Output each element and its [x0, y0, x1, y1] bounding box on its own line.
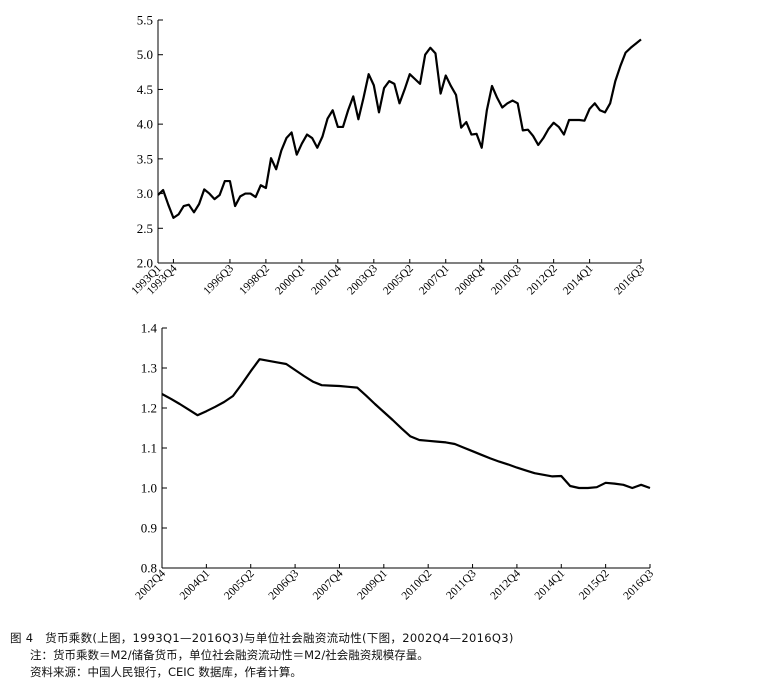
bottom-x-tick-label: 2016Q3	[621, 567, 656, 602]
bottom-y-tick-label: 1.1	[141, 441, 157, 456]
bottom-y-tick-label: 0.9	[141, 521, 157, 536]
top-y-tick-label: 3.0	[137, 186, 153, 201]
top-series-line	[157, 38, 642, 219]
bottom-y-tick-label: 1.4	[141, 321, 158, 336]
top-x-tick-label: 1996Q3	[201, 262, 236, 297]
top-x-tick-label: 2007Q1	[417, 262, 452, 297]
bottom-x-tick-label: 2014Q1	[533, 567, 568, 602]
bottom-series-line	[161, 358, 651, 490]
caption-source: 资料来源：中国人民银行，CEIC 数据库，作者计算。	[30, 665, 302, 679]
top-x-tick-label: 2008Q4	[453, 262, 488, 297]
top-y-tick-label: 4.0	[137, 117, 153, 132]
figure-caption: 图 4 货币乘数(上图，1993Q1—2016Q3)与单位社会融资流动性(下图，…	[10, 630, 765, 681]
top-y-tick-label: 3.5	[137, 151, 153, 166]
top-x-tick-label: 2001Q4	[309, 262, 344, 297]
top-x-tick-label: 2014Q1	[561, 262, 596, 297]
top-x-tick-label: 2012Q2	[525, 262, 560, 297]
bottom-x-tick-label: 2009Q1	[355, 567, 390, 602]
bottom-y-tick-label: 0.8	[141, 561, 157, 576]
bottom-y-tick-label: 1.3	[141, 361, 157, 376]
bottom-x-tick-label: 2010Q2	[400, 567, 435, 602]
caption-note: 注：货币乘数＝M2/储备货币，单位社会融资流动性＝M2/社会融资规模存量。	[30, 648, 429, 662]
bottom-x-tick-label: 2005Q2	[222, 567, 257, 602]
top-x-tick-label: 2003Q3	[345, 262, 380, 297]
caption-title: 图 4 货币乘数(上图，1993Q1—2016Q3)与单位社会融资流动性(下图，…	[10, 631, 514, 645]
bottom-x-tick-label: 2007Q4	[311, 567, 346, 602]
top-y-tick-label: 4.5	[137, 82, 153, 97]
top-x-tick-label: 2016Q3	[612, 262, 647, 297]
top-x-tick-label: 1998Q2	[237, 262, 272, 297]
top-x-tick-label: 2005Q2	[381, 262, 416, 297]
bottom-x-tick-label: 2012Q4	[488, 567, 523, 602]
bottom-x-tick-label: 2006Q3	[267, 567, 302, 602]
top-x-tick-label: 2010Q3	[489, 262, 524, 297]
bottom-x-tick-label: 2011Q3	[444, 567, 479, 602]
top-y-tick-label: 2.0	[137, 256, 153, 271]
bottom-x-tick-label: 2015Q2	[577, 567, 612, 602]
top-x-tick-label: 2000Q1	[273, 262, 308, 297]
top-y-tick-label: 5.0	[137, 47, 153, 62]
top-y-tick-label: 5.5	[137, 13, 153, 28]
bottom-y-tick-label: 1.0	[141, 481, 157, 496]
bottom-y-tick-label: 1.2	[141, 401, 157, 416]
top-y-tick-label: 2.5	[137, 221, 153, 236]
bottom-x-tick-label: 2004Q1	[178, 567, 213, 602]
